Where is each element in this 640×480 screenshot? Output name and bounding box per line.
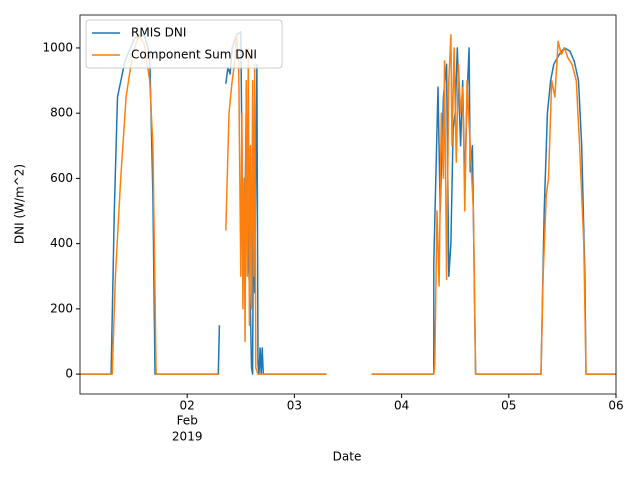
legend-label: Component Sum DNI [131, 48, 257, 62]
legend-box [85, 19, 283, 69]
x-tick-label: 03 [287, 399, 302, 413]
y-tick-label: 400 [50, 236, 73, 250]
x-tick-sublabel: 2019 [172, 430, 203, 444]
y-tick-label: 200 [50, 301, 73, 315]
y-tick-label: 600 [50, 171, 73, 185]
plot-frame [79, 14, 617, 395]
x-tick-label: 05 [501, 399, 516, 413]
y-tick-label: 0 [65, 367, 73, 381]
x-axis-label: Date [333, 450, 362, 464]
y-tick-label: 800 [50, 106, 73, 120]
y-tick-label: 1000 [42, 40, 73, 54]
y-axis-label: DNI (W/m^2) [13, 164, 27, 244]
x-tick-sublabel: Feb [177, 414, 198, 428]
legend-label: RMIS DNI [131, 26, 186, 40]
x-tick-label: 06 [608, 399, 623, 413]
x-tick-label: 02 [180, 399, 195, 413]
x-tick-label: 04 [394, 399, 409, 413]
